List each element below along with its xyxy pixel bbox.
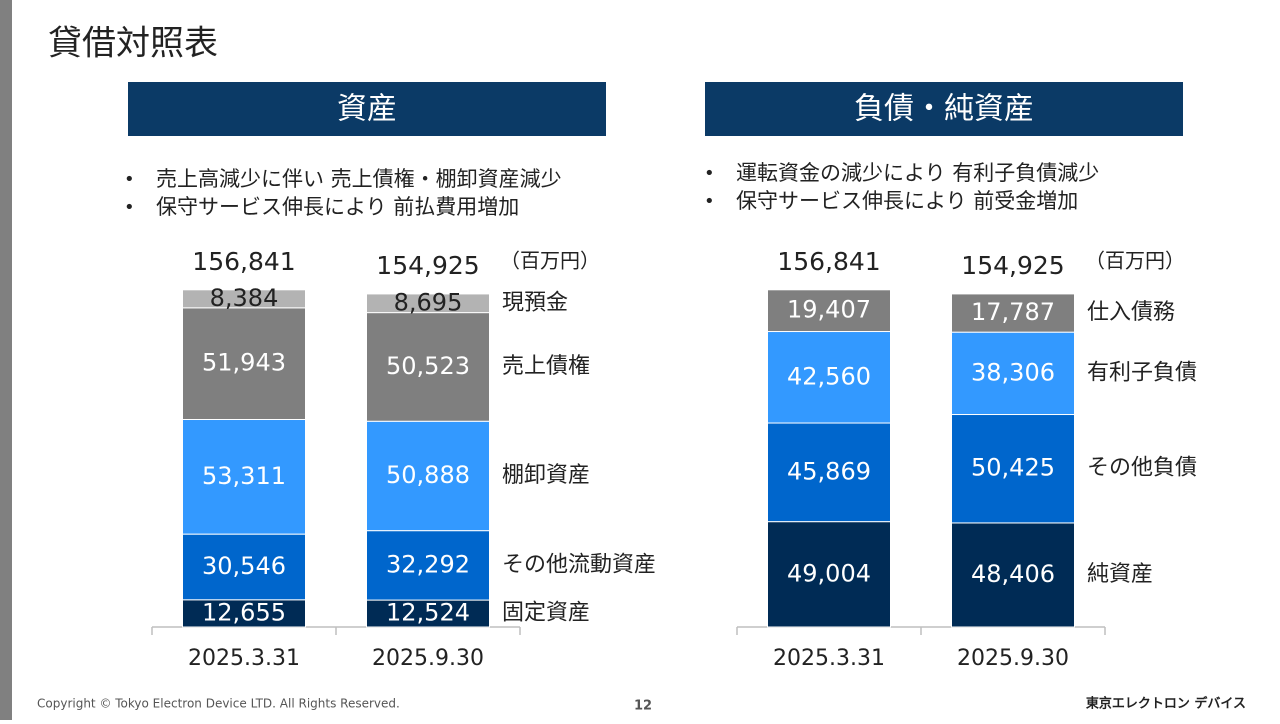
bar-segment <box>767 521 891 628</box>
value-label: 49,004 <box>787 559 871 587</box>
section-header: 負債・純資産 <box>854 92 1034 127</box>
total-label: 154,925 <box>376 251 479 280</box>
unit-label: （百万円） <box>500 249 600 273</box>
value-label: 42,560 <box>787 362 871 390</box>
bar-segment <box>366 420 490 532</box>
bullet-text: 売上高減少に伴い 売上債権・棚卸資産減少 <box>156 167 562 191</box>
value-label: 8,695 <box>394 288 463 316</box>
page-number: 12 <box>634 699 652 714</box>
bullet-dot: • <box>124 197 135 218</box>
legend-label: 売上債権 <box>502 354 590 379</box>
bar-segment <box>767 331 891 424</box>
value-label: 50,888 <box>386 461 470 489</box>
bullet-text: 保守サービス伸長により 前受金増加 <box>736 189 1078 213</box>
value-label: 51,943 <box>202 349 286 377</box>
value-label: 19,407 <box>787 296 871 324</box>
unit-label: （百万円） <box>1085 249 1185 273</box>
legend-label: 棚卸資産 <box>502 463 590 488</box>
value-label: 50,523 <box>386 352 470 380</box>
value-label: 17,787 <box>971 298 1055 326</box>
section-header-box <box>128 82 606 136</box>
bullet-text: 保守サービス伸長により 前払費用増加 <box>156 195 519 219</box>
value-label: 50,425 <box>971 454 1055 482</box>
section-header-box <box>705 82 1183 136</box>
bullet-dot: • <box>704 191 715 212</box>
legend-label: 有利子負債 <box>1087 360 1197 385</box>
logo: 東京エレクトロン デバイス <box>1086 696 1246 712</box>
bar-segment <box>951 331 1075 416</box>
bar-segment <box>951 293 1075 333</box>
bar-segment <box>182 289 306 309</box>
value-label: 32,292 <box>386 550 470 578</box>
value-label: 38,306 <box>971 358 1055 386</box>
legend-label: その他負債 <box>1087 456 1197 481</box>
x-tick-label: 2025.3.31 <box>188 646 300 671</box>
legend-label: 仕入債務 <box>1087 300 1175 325</box>
bar-segment <box>951 522 1075 628</box>
bar-segment <box>366 312 490 422</box>
value-label: 8,384 <box>210 284 279 312</box>
bullet-dot: • <box>124 169 135 190</box>
value-label: 12,524 <box>386 599 470 627</box>
bar-segment <box>182 307 306 420</box>
bar-segment <box>767 422 891 523</box>
bullet-dot: • <box>704 163 715 184</box>
bar-segment <box>951 414 1075 524</box>
total-label: 156,841 <box>777 247 880 276</box>
value-label: 45,869 <box>787 457 871 485</box>
bar-segment <box>182 533 306 601</box>
bullet-text: 運転資金の減少により 有利子負債減少 <box>736 161 1099 185</box>
bar-segment <box>366 599 490 628</box>
bar-segment <box>366 293 490 314</box>
bar-segment <box>182 599 306 628</box>
x-tick-label: 2025.9.30 <box>957 646 1069 671</box>
bar-segment <box>366 530 490 601</box>
copyright: Copyright © Tokyo Electron Device LTD. A… <box>37 697 400 711</box>
total-label: 154,925 <box>961 251 1064 280</box>
legend-label: 純資産 <box>1087 562 1153 587</box>
slide-title: 貸借対照表 <box>48 24 218 64</box>
x-tick-label: 2025.3.31 <box>773 646 885 671</box>
value-label: 12,655 <box>202 598 286 626</box>
side-stripe <box>0 0 12 720</box>
x-tick-label: 2025.9.30 <box>372 646 484 671</box>
legend-label: 現預金 <box>502 290 568 315</box>
section-header: 資産 <box>337 92 397 127</box>
value-label: 30,546 <box>202 552 286 580</box>
total-label: 156,841 <box>192 247 295 276</box>
bar-segment <box>182 418 306 535</box>
value-label: 48,406 <box>971 560 1055 588</box>
legend-label: 固定資産 <box>502 601 590 626</box>
legend-label: その他流動資産 <box>502 552 656 577</box>
bar-segment <box>767 289 891 333</box>
value-label: 53,311 <box>202 462 286 490</box>
